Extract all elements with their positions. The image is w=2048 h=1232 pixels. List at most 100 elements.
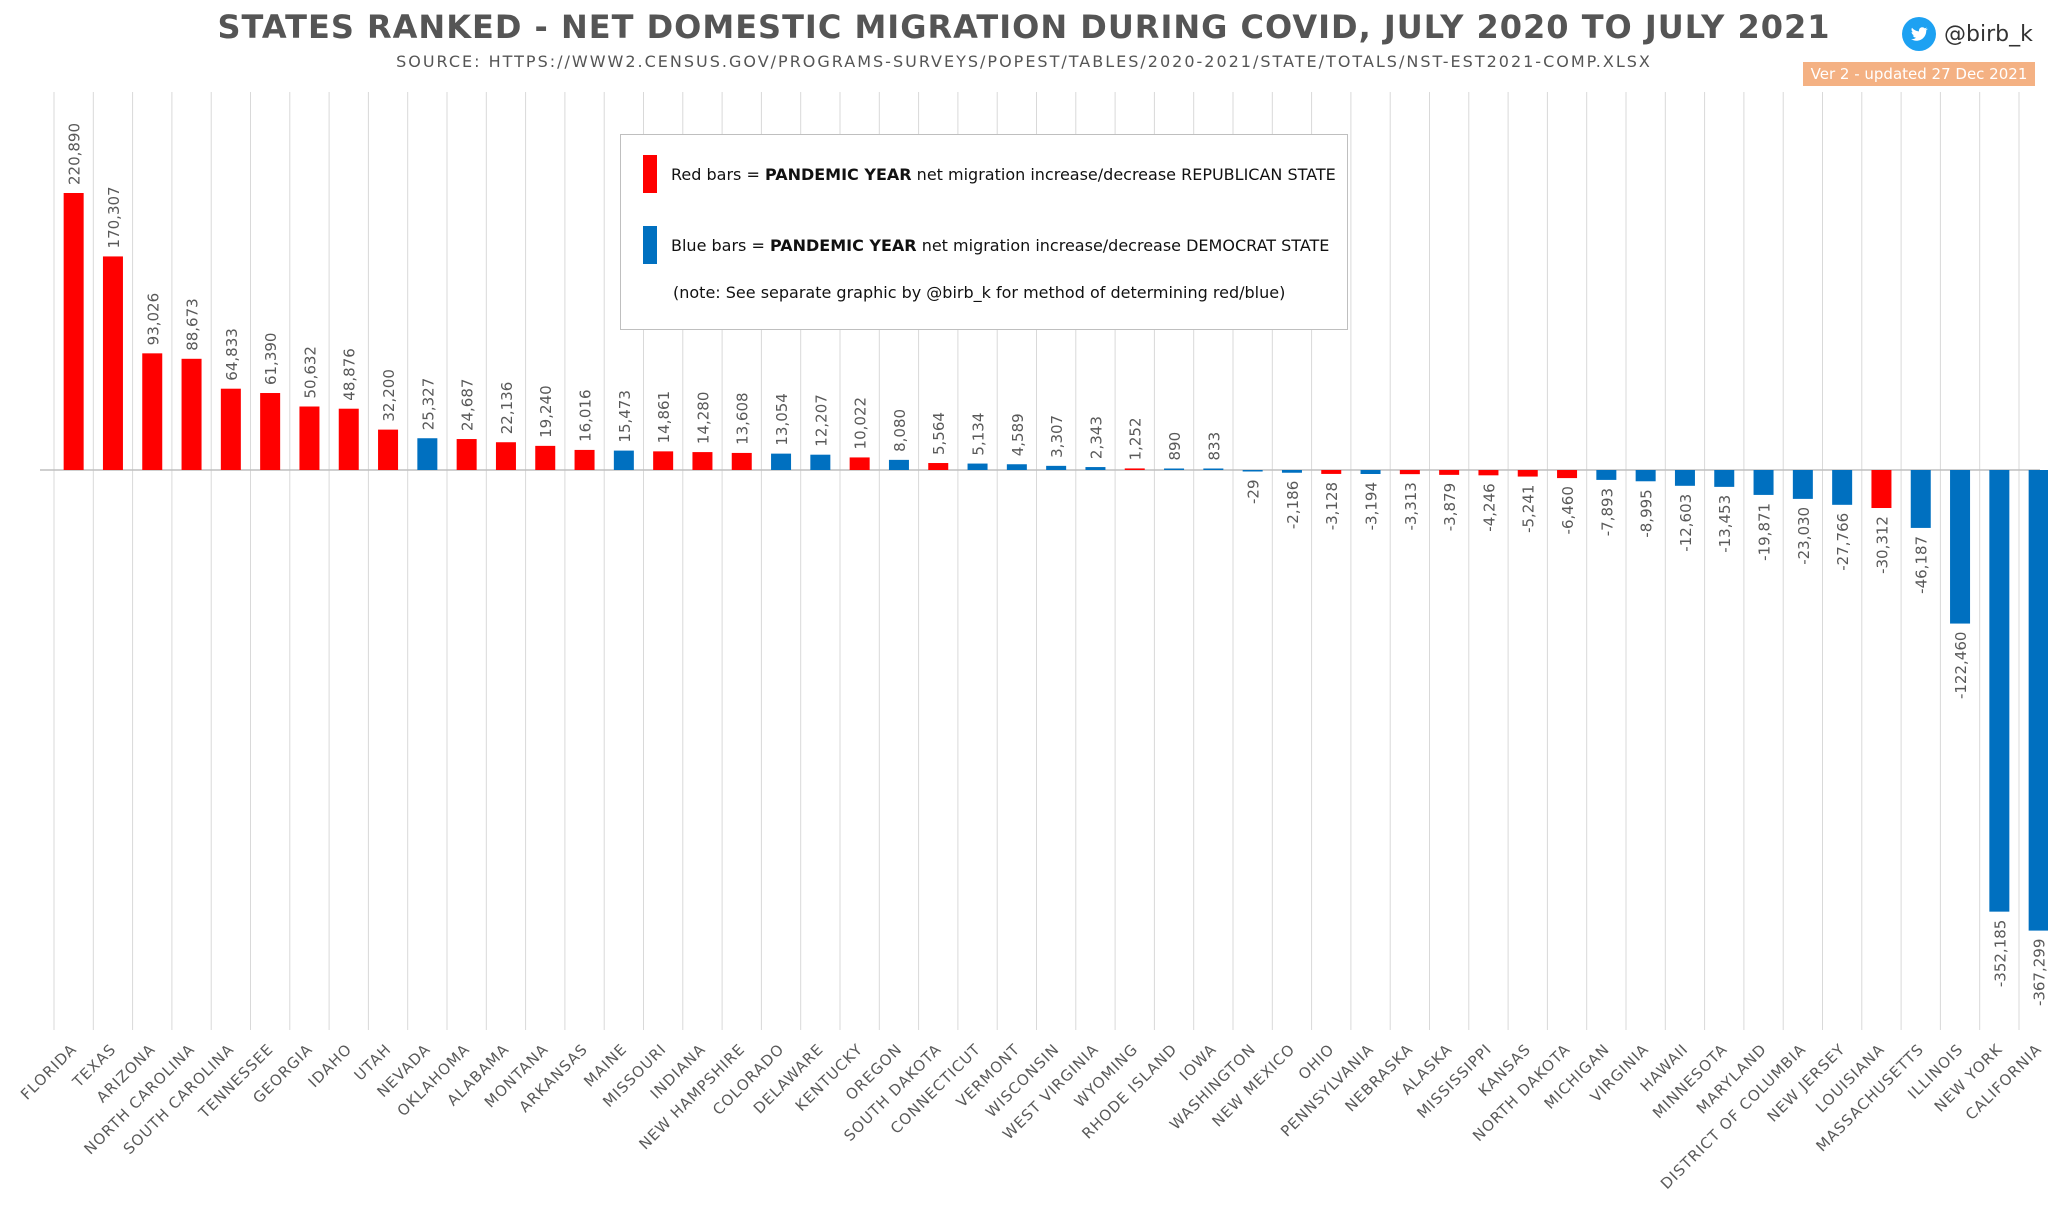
chart-source: SOURCE: HTTPS://WWW2.CENSUS.GOV/PROGRAMS… [396,52,1652,71]
value-label: -46,187 [1913,536,1931,594]
value-label: -3,194 [1363,482,1381,530]
bar [378,429,399,470]
bar [1124,468,1145,470]
gridlines [53,92,2020,1030]
bar [1714,470,1735,487]
value-label: 19,240 [537,385,555,438]
bar [1635,470,1656,482]
value-label: 12,207 [812,394,830,447]
legend-red-swatch [643,155,657,193]
value-label: 3,307 [1048,415,1066,458]
value-label: 13,054 [773,393,791,446]
bar [1871,470,1892,509]
bar [849,457,870,470]
legend-blue-row: Blue bars = PANDEMIC YEAR net migration … [643,226,1329,264]
bars [63,193,2048,931]
bar [574,449,595,470]
legend-red-row: Red bars = PANDEMIC YEAR net migration i… [643,155,1336,193]
bar [1360,470,1381,475]
value-label: 1,252 [1127,417,1145,460]
bar [1596,470,1617,480]
value-label: 2,343 [1087,416,1105,459]
bar [1242,470,1263,472]
bar [613,450,634,470]
value-label: -3,128 [1323,482,1341,530]
bar [2028,470,2048,931]
value-label: -27,766 [1834,513,1852,571]
value-label: -12,603 [1677,494,1695,552]
value-label: 16,016 [577,389,595,442]
value-label: 5,134 [970,413,988,456]
value-label: 64,833 [223,328,241,381]
legend-blue-swatch [643,226,657,264]
value-label: 61,390 [262,333,280,386]
legend-blue-text: Blue bars = PANDEMIC YEAR net migration … [671,235,1330,255]
bar [456,439,477,470]
legend-note: (note: See separate graphic by @birb_k f… [673,283,1286,302]
value-label: 15,473 [616,390,634,443]
value-label: 14,280 [694,392,712,445]
value-label: 4,589 [1009,413,1027,456]
bar [692,452,713,470]
bar [338,408,359,470]
bar [1006,464,1027,470]
bar [1910,470,1931,528]
bar [1399,470,1420,475]
value-label: -23,030 [1795,507,1813,565]
bar [102,256,123,470]
bar [1203,468,1224,470]
bar [888,459,909,470]
bar [1989,470,2010,912]
value-label: -367,299 [2031,939,2048,1006]
bar [1517,470,1538,477]
bar [1478,470,1499,476]
value-label: 32,200 [380,369,398,422]
bar [299,406,320,470]
bar [928,463,949,470]
value-label: 170,307 [105,186,123,248]
bar [417,438,438,470]
value-label: 22,136 [498,382,516,435]
value-label: 14,861 [655,391,673,444]
bar [1439,470,1460,475]
value-label: -122,460 [1952,632,1970,699]
value-label: 13,608 [734,392,752,445]
value-label: -7,893 [1598,488,1616,536]
value-label: -6,460 [1559,486,1577,534]
value-label: 50,632 [301,346,319,399]
value-label: 833 [1205,432,1223,461]
bar [1950,470,1971,624]
bar [260,393,281,470]
twitter-handle[interactable]: @birb_k [1902,16,2033,52]
bar [181,358,202,470]
handle-text: @birb_k [1944,21,2033,47]
bar [1557,470,1578,479]
category-label: IDAHO [305,1040,356,1091]
bar [142,353,163,470]
bar [1164,468,1185,470]
value-label: -4,246 [1480,483,1498,531]
value-label: 220,890 [66,123,84,185]
value-label: -3,313 [1402,482,1420,530]
bar [535,445,556,470]
value-label: 8,080 [891,409,909,452]
bar [1085,467,1106,470]
value-label: 5,564 [930,412,948,455]
value-label: 890 [1166,432,1184,461]
legend-box: Red bars = PANDEMIC YEAR net migration i… [620,134,1348,330]
value-labels: 220,890 170,307 93,026 88,673 64,833 61,390 50… [66,123,2048,1006]
value-label: -29 [1245,480,1263,505]
legend-red-text: Red bars = PANDEMIC YEAR net migration i… [671,164,1336,184]
bar [731,452,752,470]
value-label: -13,453 [1716,495,1734,553]
value-label: -3,879 [1441,483,1459,531]
bar [653,451,674,470]
bar [1046,465,1067,470]
value-label: -5,241 [1520,485,1538,533]
bar [220,388,241,470]
chart-title: STATES RANKED - NET DOMESTIC MIGRATION D… [217,8,1831,46]
value-label: 93,026 [144,293,162,346]
value-label: 25,327 [419,378,437,431]
